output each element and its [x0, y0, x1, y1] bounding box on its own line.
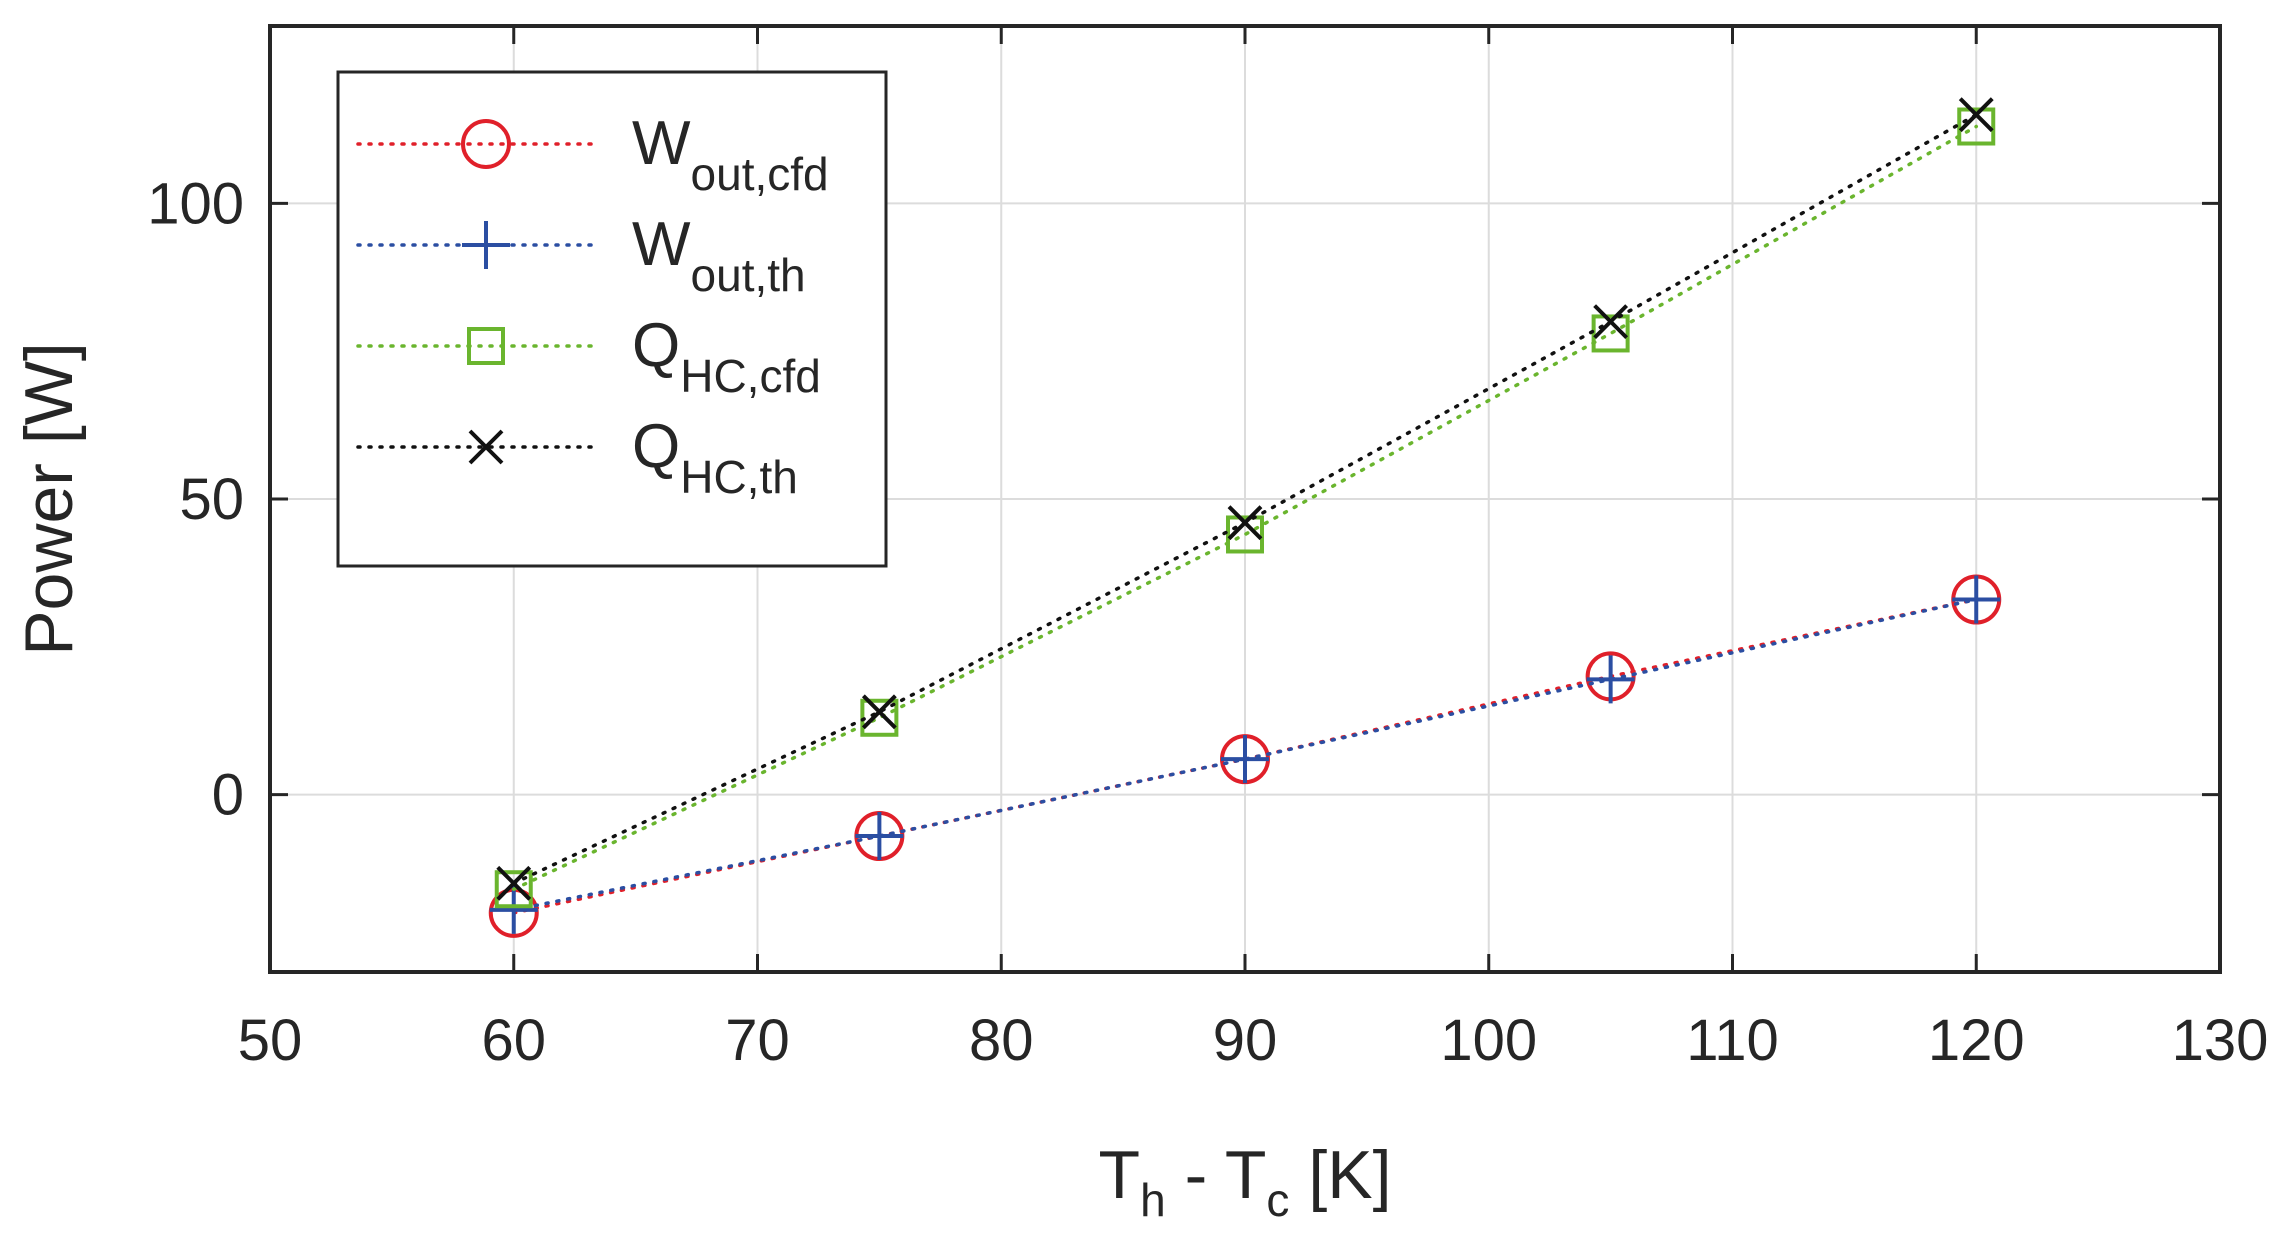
data-point: [855, 812, 904, 861]
y-tick-label: 50: [179, 467, 244, 532]
data-point: [1957, 107, 1996, 146]
x-axis-ticks: 50 60 70 80 90 100 110 120 130: [238, 26, 2269, 1073]
legend-item: QHC,cfd: [356, 311, 821, 402]
legend: Wout,cfd Wout,th QHC,cfd QHC,th: [336, 70, 888, 568]
series-x: [496, 97, 1994, 901]
data-point: [1952, 575, 2001, 624]
x-tick-label: 80: [969, 1008, 1034, 1073]
legend-label: QHC,cfd: [632, 311, 821, 402]
data-point: [1227, 505, 1263, 541]
data-point: [861, 694, 897, 730]
legend-box: [336, 70, 888, 568]
y-axis-label: Power [W]: [11, 342, 87, 656]
data-point: [1226, 515, 1264, 554]
legend-item: QHC,th: [356, 412, 798, 503]
legend-marker: [468, 429, 504, 465]
legend-marker: [461, 119, 511, 169]
data-point: [860, 698, 899, 737]
x-tick-label: 130: [2172, 1008, 2269, 1073]
series-square: [494, 107, 1996, 909]
legend-item: Wout,cfd: [356, 109, 829, 200]
y-axis-ticks: 0 50 100: [147, 171, 2220, 828]
series-layer: [488, 97, 2002, 938]
x-tick-label: 110: [1686, 1008, 1778, 1073]
x-tick-label: 120: [1928, 1008, 2025, 1073]
legend-marker: [467, 327, 505, 365]
legend-label: Wout,th: [632, 210, 806, 301]
series-plus: [489, 575, 2001, 934]
x-tick-label: 50: [238, 1008, 303, 1073]
x-axis-label: Th - Tc [K]: [1099, 1137, 1392, 1226]
data-point: [1591, 314, 1630, 353]
x-tick-label: 100: [1440, 1008, 1537, 1073]
x-tick-label: 70: [725, 1008, 790, 1073]
x-tick-label: 60: [481, 1008, 546, 1073]
data-point: [489, 885, 538, 934]
legend-marker: [462, 221, 510, 269]
data-point: [494, 870, 533, 909]
legend-label: Wout,cfd: [632, 109, 829, 200]
series-line: [512, 124, 1978, 891]
data-point: [1221, 735, 1269, 784]
x-tick-label: 90: [1213, 1008, 1278, 1073]
data-point: [496, 865, 532, 901]
legend-label: QHC,th: [632, 412, 798, 503]
data-point: [1593, 304, 1629, 340]
y-tick-label: 0: [212, 763, 244, 828]
data-point: [1958, 97, 1994, 133]
y-tick-label: 100: [147, 171, 244, 236]
legend-item: Wout,th: [356, 210, 806, 301]
data-point: [1586, 655, 1635, 704]
